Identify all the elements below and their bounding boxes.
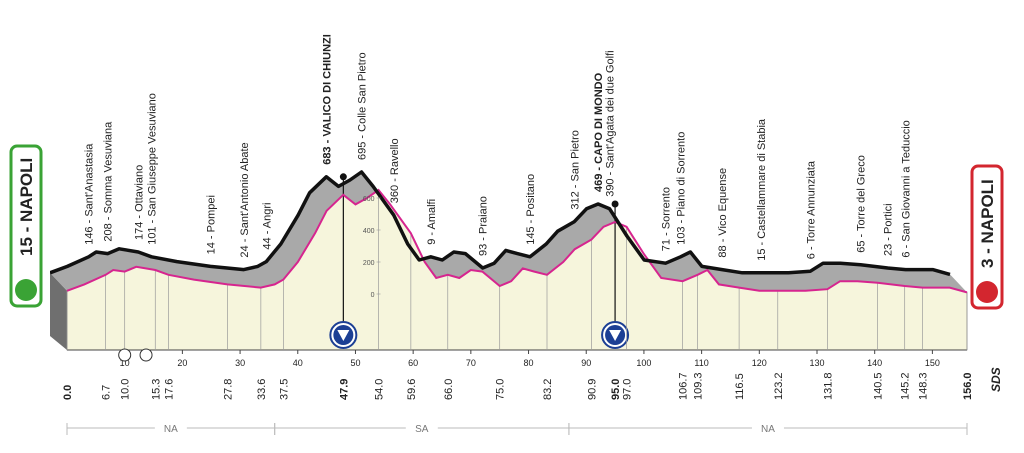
waypoint-name: 65 - Torre del Greco: [856, 155, 868, 253]
waypoint-km: 37.5: [278, 379, 290, 400]
ridge-line: [50, 170, 951, 277]
region-label: NA: [164, 424, 178, 435]
waypoint-name: 360 - Ravello: [389, 138, 401, 203]
waypoint-name: 24 - Sant'Antonio Abate: [239, 142, 251, 257]
waypoint-name: 469 - CAPO DI MONDO: [593, 72, 605, 192]
bike-icon: [976, 281, 998, 303]
finish-label: 3 - NAPOLI: [978, 179, 997, 268]
waypoint-km: 109.3: [693, 372, 705, 400]
waypoint-km: 33.6: [256, 379, 268, 400]
waypoint-km: 106.7: [678, 372, 690, 400]
region-label: NA: [761, 424, 775, 435]
logo: SDS: [989, 367, 1003, 392]
y-tick-label: 0: [371, 292, 375, 299]
finish-frame: [970, 164, 1004, 310]
x-tick-label: 110: [694, 358, 708, 368]
x-tick-label: 120: [752, 358, 767, 368]
waypoint-name: 15 - Castellammare di Stabia: [756, 118, 768, 261]
start-frame: [9, 144, 43, 308]
y-tick-label: 600: [363, 196, 375, 203]
x-tick-label: 10: [120, 358, 130, 368]
waypoint-km: 140.5: [873, 372, 885, 400]
x-tick-label: 50: [350, 358, 360, 368]
climb-triangle: [609, 330, 622, 341]
region-label: SA: [415, 424, 429, 435]
start-label: 15 - NAPOLI: [17, 158, 36, 256]
waypoint-km: 47.9: [338, 379, 350, 400]
waypoint-name: 71 - Sorrento: [661, 187, 673, 251]
waypoint-km: 54.0: [374, 379, 386, 400]
waypoint-km: 6.7: [101, 385, 113, 400]
waypoint-name: 44 - Angri: [261, 203, 273, 250]
x-tick-label: 80: [524, 358, 534, 368]
bike-icon: [15, 279, 37, 301]
y-tick-label: 400: [363, 228, 375, 235]
x-tick-label: 100: [636, 358, 651, 368]
start-badge: 15 - NAPOLI: [9, 144, 43, 308]
waypoint-name: 103 - Piano di Sorrento: [676, 132, 688, 245]
waypoint-name: 174 - Ottaviano: [133, 165, 145, 240]
waypoint-km: 0.0: [62, 385, 74, 400]
x-tick-label: 90: [581, 358, 591, 368]
waypoint-km: 83.2: [542, 379, 554, 400]
waypoint-name: 146 - Sant'Anastasia: [84, 143, 96, 245]
waypoint-name: 6 - Torre Annunziata: [805, 160, 817, 259]
waypoint-name: 145 - Positano: [525, 174, 537, 245]
waypoint-km: 10.0: [120, 379, 132, 400]
x-tick-label: 140: [867, 358, 882, 368]
x-tick-label: 70: [466, 358, 476, 368]
climb-dot: [611, 200, 619, 208]
sprint-icon: [139, 348, 153, 362]
x-tick-label: 150: [925, 358, 940, 368]
waypoint-name: 93 - Praiano: [478, 196, 490, 256]
x-tick-label: 20: [177, 358, 187, 368]
waypoint-km: 116.5: [734, 373, 746, 400]
waypoint-km: 123.2: [773, 372, 785, 400]
top-surface-group: [50, 172, 967, 293]
waypoint-name: 9 - Amalfi: [426, 199, 438, 245]
climb-triangle: [337, 330, 350, 341]
side-face: [50, 272, 67, 350]
waypoint-km: 66.0: [443, 379, 455, 400]
waypoint-name: 208 - Somma Vesuviana: [103, 121, 115, 242]
waypoint-name: 683 - VALICO DI CHIUNZI: [321, 34, 333, 165]
x-tick-label: 130: [809, 358, 824, 368]
x-tick-label: 30: [235, 358, 245, 368]
waypoint-name: 312 - San Pietro: [569, 130, 581, 210]
x-tick-label: 60: [408, 358, 418, 368]
waypoint-km: 15.3: [150, 379, 162, 400]
waypoint-km: 27.8: [222, 379, 234, 400]
sprint-icon: [118, 348, 132, 362]
waypoint-name: 14 - Pompei: [205, 195, 217, 254]
road-line: [66, 188, 968, 294]
y-tick-label: 200: [363, 260, 375, 267]
waypoint-km: 156.0: [962, 372, 974, 400]
waypoint-name: 6 - San Giovanni a Teduccio: [901, 120, 913, 257]
waypoint-km: 131.8: [822, 372, 834, 400]
waypoint-name: 101 - San Giuseppe Vesuviano: [147, 93, 159, 245]
waypoint-name: 23 - Portici: [883, 203, 895, 256]
waypoint-km: 90.9: [586, 379, 598, 400]
waypoint-km: 59.6: [406, 379, 418, 400]
x-tick-label: 40: [293, 358, 303, 368]
waypoint-name: 695 - Colle San Pietro: [357, 52, 369, 160]
climb-dot: [339, 173, 347, 181]
finish-badge: 3 - NAPOLI: [970, 164, 1004, 310]
waypoint-km: 148.3: [918, 372, 930, 400]
waypoint-km: 17.6: [164, 379, 176, 400]
top-surface: [50, 172, 967, 293]
waypoint-km: 145.2: [900, 372, 912, 400]
waypoint-name: 88 - Vico Equense: [717, 168, 729, 258]
waypoint-name: 390 - Sant'Agata dei due Golfi: [605, 50, 617, 196]
waypoint-km: 97.0: [622, 379, 634, 400]
waypoint-km: 95.0: [610, 379, 622, 400]
waypoint-km: 75.0: [495, 379, 507, 400]
